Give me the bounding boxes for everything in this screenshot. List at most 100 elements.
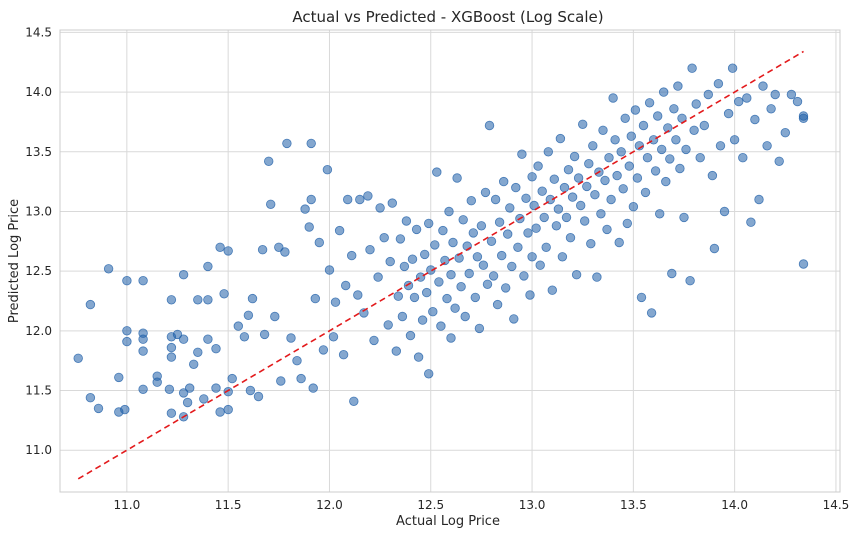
data-point xyxy=(746,217,756,227)
data-point xyxy=(786,89,797,100)
data-point xyxy=(257,244,268,255)
data-point xyxy=(223,404,233,415)
x-tick-label: 13.5 xyxy=(620,498,647,512)
data-point xyxy=(172,329,183,340)
data-point xyxy=(723,108,734,119)
data-point xyxy=(243,310,254,321)
x-tick-label: 12.5 xyxy=(417,498,444,512)
data-point xyxy=(411,224,422,235)
data-point xyxy=(636,292,647,303)
data-point xyxy=(695,152,705,163)
data-point xyxy=(184,383,195,393)
data-point xyxy=(590,189,600,200)
data-point xyxy=(178,270,189,280)
data-point xyxy=(166,342,177,353)
data-point xyxy=(610,135,620,145)
data-point xyxy=(665,154,675,164)
data-point xyxy=(466,195,477,206)
data-point xyxy=(215,407,225,417)
data-point xyxy=(584,158,594,169)
data-point xyxy=(166,352,177,362)
data-point xyxy=(369,335,379,346)
data-point xyxy=(529,200,539,211)
data-point xyxy=(671,135,681,145)
data-point xyxy=(239,332,250,342)
x-tick-label: 14.5 xyxy=(823,498,850,512)
data-point xyxy=(689,125,699,136)
y-tick-label: 13.0 xyxy=(25,204,52,218)
data-point xyxy=(85,299,96,310)
data-point xyxy=(667,268,677,279)
data-point xyxy=(527,172,537,182)
data-point xyxy=(247,293,258,304)
data-point xyxy=(324,265,335,275)
data-point xyxy=(691,99,701,109)
data-point xyxy=(355,194,365,205)
data-point xyxy=(703,89,714,100)
data-point xyxy=(565,232,576,243)
data-point xyxy=(264,156,274,167)
data-point xyxy=(401,216,412,226)
data-point xyxy=(203,295,213,305)
data-point xyxy=(444,206,454,217)
data-point xyxy=(685,276,695,286)
data-point xyxy=(707,170,718,181)
data-point xyxy=(178,334,189,344)
data-point xyxy=(754,194,764,205)
data-point xyxy=(383,320,393,330)
data-point xyxy=(353,290,363,300)
data-point xyxy=(424,369,434,379)
reference-line xyxy=(77,50,804,480)
data-point xyxy=(738,152,748,163)
data-point xyxy=(734,96,744,107)
data-point xyxy=(687,63,697,73)
data-point xyxy=(586,238,596,249)
data-point xyxy=(474,323,485,334)
data-point xyxy=(646,308,657,318)
y-tick-label: 12.5 xyxy=(25,264,52,278)
data-point xyxy=(592,272,602,282)
data-point xyxy=(541,242,551,253)
data-point xyxy=(415,272,426,282)
data-point xyxy=(766,104,776,114)
data-point xyxy=(596,209,606,219)
data-point xyxy=(644,98,655,108)
data-point xyxy=(334,225,345,236)
data-point xyxy=(606,194,616,205)
data-point xyxy=(338,350,349,360)
data-point xyxy=(365,244,375,255)
data-point xyxy=(537,186,547,196)
data-point xyxy=(780,127,791,138)
data-point xyxy=(555,133,566,144)
data-point xyxy=(422,287,432,298)
data-point xyxy=(446,333,456,343)
data-point xyxy=(122,336,132,347)
data-point xyxy=(138,276,148,286)
data-point xyxy=(85,393,96,403)
data-point xyxy=(616,147,626,157)
data-point xyxy=(681,144,691,155)
data-point xyxy=(582,181,592,192)
data-point xyxy=(657,144,667,155)
data-point xyxy=(391,346,402,356)
data-point xyxy=(468,228,479,238)
data-point xyxy=(588,141,598,151)
data-point xyxy=(188,359,199,370)
data-point xyxy=(114,372,124,383)
data-point xyxy=(306,138,316,149)
data-point xyxy=(276,376,286,386)
data-point xyxy=(306,194,316,205)
data-point xyxy=(638,120,649,131)
y-tick-label: 12.0 xyxy=(25,324,52,338)
data-point xyxy=(193,347,203,358)
y-tick-label: 14.0 xyxy=(25,85,52,99)
data-point xyxy=(632,173,643,183)
data-point xyxy=(266,199,276,210)
data-point xyxy=(430,240,440,250)
data-point xyxy=(482,279,493,290)
data-point xyxy=(669,104,679,114)
y-tick-label: 11.0 xyxy=(25,443,52,457)
data-point xyxy=(420,249,430,260)
data-point xyxy=(215,242,225,253)
data-point xyxy=(442,293,452,304)
